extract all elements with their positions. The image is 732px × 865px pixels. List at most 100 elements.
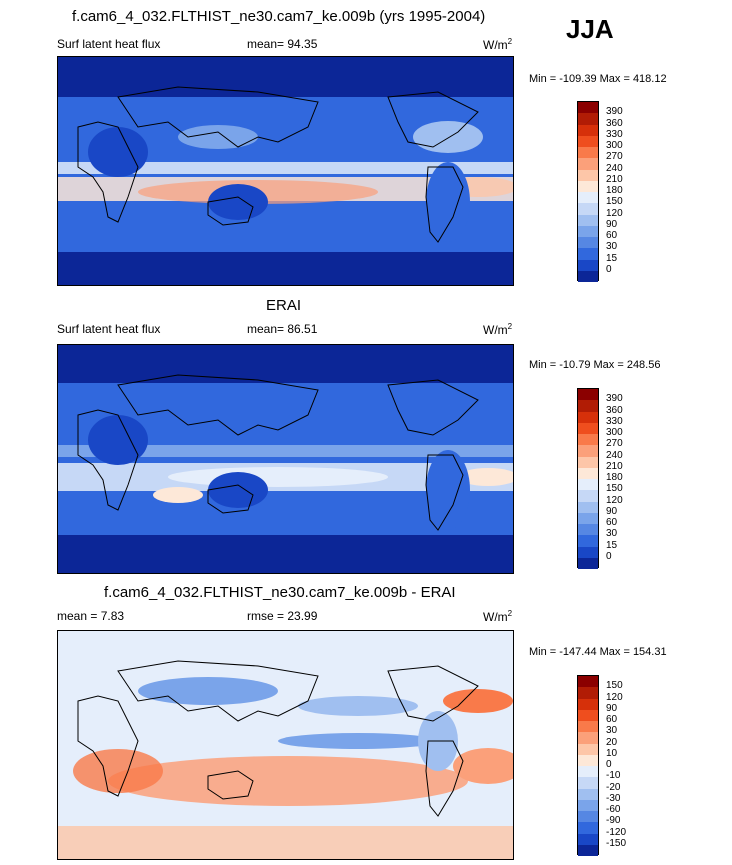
panel-3-units: W/m2 xyxy=(483,609,513,624)
panel-3-colorbar-swatches xyxy=(577,675,599,856)
colorbar-tick-label: 0 xyxy=(606,759,612,770)
panel-3-colorbar: 150 120 90 60 30 20 10 0 -10 -20 -30 -60 -90 -120 -150 xyxy=(577,675,637,856)
colorbar-tick-label: 270 xyxy=(606,438,623,450)
colorbar-tick-label: 90 xyxy=(606,218,618,230)
panel-2-variable-label: Surf latent heat flux xyxy=(57,322,161,336)
colorbar-tick-label: 240 xyxy=(606,162,623,174)
panel-2-colorbar-swatches xyxy=(577,388,599,569)
colorbar-swatch xyxy=(578,467,598,479)
panel-3-minmax: Min = -147.44 Max = 154.31 xyxy=(529,646,667,658)
colorbar-tick-label: 90 xyxy=(606,505,618,517)
colorbar-swatch xyxy=(578,501,598,513)
colorbar-swatch xyxy=(578,237,598,249)
colorbar-swatch xyxy=(578,389,598,401)
colorbar-swatch xyxy=(578,732,598,744)
colorbar-swatch xyxy=(578,546,598,558)
colorbar-tick-label: 300 xyxy=(606,140,623,151)
colorbar-tick-label: 150 xyxy=(606,680,623,692)
colorbar-tick-label: 120 xyxy=(606,691,623,703)
colorbar-tick-label: 270 xyxy=(606,151,623,163)
colorbar-swatch xyxy=(578,124,598,136)
colorbar-swatch xyxy=(578,259,598,271)
colorbar-tick-label: 30 xyxy=(606,241,618,253)
colorbar-tick-label: 15 xyxy=(606,252,618,264)
colorbar-tick-label: 60 xyxy=(606,517,618,528)
colorbar-swatch xyxy=(578,557,598,569)
colorbar-tick-label: 60 xyxy=(606,714,618,725)
colorbar-tick-label: 150 xyxy=(606,196,623,208)
colorbar-swatch xyxy=(578,709,598,721)
colorbar-swatch xyxy=(578,180,598,192)
colorbar-tick-label: -120 xyxy=(606,826,627,838)
colorbar-tick-label: 150 xyxy=(606,483,623,495)
colorbar-tick-label: 180 xyxy=(606,185,623,196)
colorbar-tick-label: -60 xyxy=(606,804,621,815)
colorbar-swatch xyxy=(578,512,598,524)
colorbar-tick-label: 10 xyxy=(606,747,618,759)
colorbar-tick-label: -90 xyxy=(606,815,621,827)
colorbar-tick-label: 120 xyxy=(606,207,623,219)
colorbar-tick-label: 240 xyxy=(606,449,623,461)
colorbar-tick-label: 210 xyxy=(606,460,623,472)
colorbar-swatch xyxy=(578,102,598,114)
colorbar-tick-label: 30 xyxy=(606,725,618,737)
colorbar-swatch xyxy=(578,490,598,502)
colorbar-swatch xyxy=(578,721,598,733)
colorbar-tick-label: 390 xyxy=(606,393,623,405)
colorbar-swatch xyxy=(578,777,598,789)
colorbar-swatch xyxy=(578,158,598,170)
colorbar-swatch xyxy=(578,248,598,260)
colorbar-swatch xyxy=(578,411,598,423)
colorbar-swatch xyxy=(578,788,598,800)
colorbar-swatch xyxy=(578,147,598,159)
colorbar-swatch xyxy=(578,225,598,237)
colorbar-tick-label: -10 xyxy=(606,770,621,782)
colorbar-tick-label: 120 xyxy=(606,494,623,506)
colorbar-tick-label: 15 xyxy=(606,539,618,551)
panel-2-minmax: Min = -10.79 Max = 248.56 xyxy=(529,359,661,371)
season-label: JJA xyxy=(566,14,614,44)
colorbar-tick-label: 0 xyxy=(606,550,612,562)
panel-2-mean-label: mean= 86.51 xyxy=(247,322,318,336)
colorbar-swatch xyxy=(578,535,598,547)
colorbar-swatch xyxy=(578,754,598,766)
colorbar-tick-label: 360 xyxy=(606,117,623,129)
colorbar-swatch xyxy=(578,400,598,412)
panel-3-map xyxy=(57,630,514,860)
panel-2-units: W/m2 xyxy=(483,322,513,337)
panel-2-map xyxy=(57,344,514,574)
colorbar-tick-label: 390 xyxy=(606,106,623,118)
panel-2-title: ERAI xyxy=(266,297,302,314)
panel-1-units: W/m2 xyxy=(483,37,513,52)
colorbar-swatch xyxy=(578,799,598,811)
colorbar-swatch xyxy=(578,135,598,147)
colorbar-swatch xyxy=(578,270,598,282)
colorbar-swatch xyxy=(578,676,598,688)
colorbar-swatch xyxy=(578,822,598,834)
colorbar-swatch xyxy=(578,844,598,856)
colorbar-tick-label: 330 xyxy=(606,128,623,140)
colorbar-tick-label: 20 xyxy=(606,736,618,748)
colorbar-swatch xyxy=(578,687,598,699)
colorbar-swatch xyxy=(578,833,598,845)
colorbar-swatch xyxy=(578,445,598,457)
colorbar-tick-label: 360 xyxy=(606,404,623,416)
panel-1-colorbar: 390 360 330 300 270 240 210 180 150 120 90 60 30 15 0 xyxy=(577,101,637,282)
colorbar-swatch xyxy=(578,811,598,823)
colorbar-swatch xyxy=(578,479,598,491)
colorbar-tick-label: 60 xyxy=(606,230,618,241)
panel-2-colorbar: 390 360 330 300 270 240 210 180 150 120 90 60 30 15 0 xyxy=(577,388,637,569)
colorbar-tick-label: -20 xyxy=(606,781,621,793)
colorbar-tick-label: 30 xyxy=(606,528,618,540)
panel-3-rmse-label: rmse = 23.99 xyxy=(247,609,318,623)
panel-1-variable-label: Surf latent heat flux xyxy=(57,37,161,51)
colorbar-tick-label: 330 xyxy=(606,415,623,427)
panel-3-title: f.cam6_4_032.FLTHIST_ne30.cam7_ke.009b -… xyxy=(104,584,456,601)
colorbar-swatch xyxy=(578,169,598,181)
panel-1-minmax: Min = -109.39 Max = 418.12 xyxy=(529,73,667,85)
colorbar-swatch xyxy=(578,456,598,468)
colorbar-swatch xyxy=(578,524,598,536)
colorbar-swatch xyxy=(578,203,598,215)
panel-1-title: f.cam6_4_032.FLTHIST_ne30.cam7_ke.009b (… xyxy=(72,8,486,25)
colorbar-swatch xyxy=(578,698,598,710)
